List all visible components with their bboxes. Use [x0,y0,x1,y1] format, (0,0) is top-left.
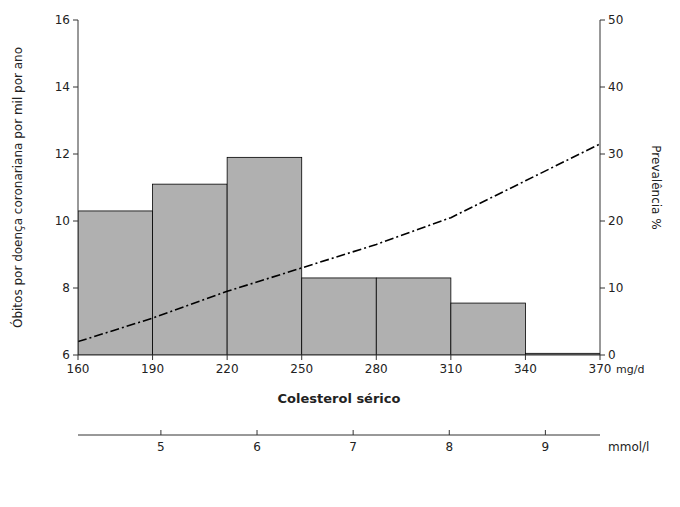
x-tick [152,355,153,360]
x-axis-label: Colesterol sérico [278,391,401,406]
y2-tick-label: 50 [608,13,623,27]
x-tick-label: 220 [216,362,239,376]
y2-axis-label: Prevalência % [649,145,663,229]
line [78,144,600,342]
y2-tick-label: 20 [608,214,623,228]
x-tick-label: 340 [514,362,537,376]
x-tick [525,355,526,360]
x2-tick-label: 5 [157,440,165,454]
x2-tick-label: 7 [349,440,357,454]
x2-tick-label: 9 [542,440,550,454]
bar [78,211,153,355]
y-tick-label: 6 [62,348,70,362]
x-tick-label: 190 [141,362,164,376]
y-tick [73,154,78,155]
x2-tick-label: 6 [253,440,261,454]
x2-tick [449,430,450,435]
y-tick-label: 12 [55,147,70,161]
x2-tick [160,430,161,435]
x-unit-label: mg/d [616,363,644,376]
y2-tick [600,87,605,88]
y-tick [73,355,78,356]
y2-tick [600,20,605,21]
x-tick [78,355,79,360]
bar [376,278,451,355]
y-tick-label: 10 [55,214,70,228]
y-tick-label: 14 [55,80,70,94]
y2-tick [600,221,605,222]
y-axis-line [78,20,79,355]
y2-tick-label: 10 [608,281,623,295]
y2-tick-label: 40 [608,80,623,94]
y2-tick-label: 0 [608,348,616,362]
x-tick-label: 280 [365,362,388,376]
bar [227,157,302,355]
y2-tick [600,154,605,155]
plot-area [78,144,600,355]
x-tick-label: 250 [290,362,313,376]
x2-tick [353,430,354,435]
x2-tick [545,430,546,435]
x-tick [376,355,377,360]
bar [153,184,228,355]
x-tick [450,355,451,360]
y2-tick [600,288,605,289]
y-axis-label: Óbitos por doença coronariana por mil po… [10,47,25,328]
x-tick-label: 160 [67,362,90,376]
bar [302,278,377,355]
x2-tick [257,430,258,435]
x-tick [600,355,601,360]
y-tick [73,87,78,88]
x2-axis-line [78,435,600,436]
x2-unit-label: mmol/l [608,440,649,454]
y-tick [73,20,78,21]
y-tick-label: 16 [55,13,70,27]
y2-axis-line [600,20,601,355]
y2-tick-label: 30 [608,147,623,161]
y-tick [73,288,78,289]
y-tick [73,221,78,222]
y2-tick [600,355,605,356]
x2-tick-label: 8 [445,440,453,454]
chart: 160190220250280310340370mg/d681012141601… [0,0,680,507]
x-tick [227,355,228,360]
x-axis-line [78,355,600,356]
x-tick-label: 310 [439,362,462,376]
x-tick [301,355,302,360]
x-tick-label: 370 [589,362,612,376]
y-tick-label: 8 [62,281,70,295]
bar [451,303,526,355]
